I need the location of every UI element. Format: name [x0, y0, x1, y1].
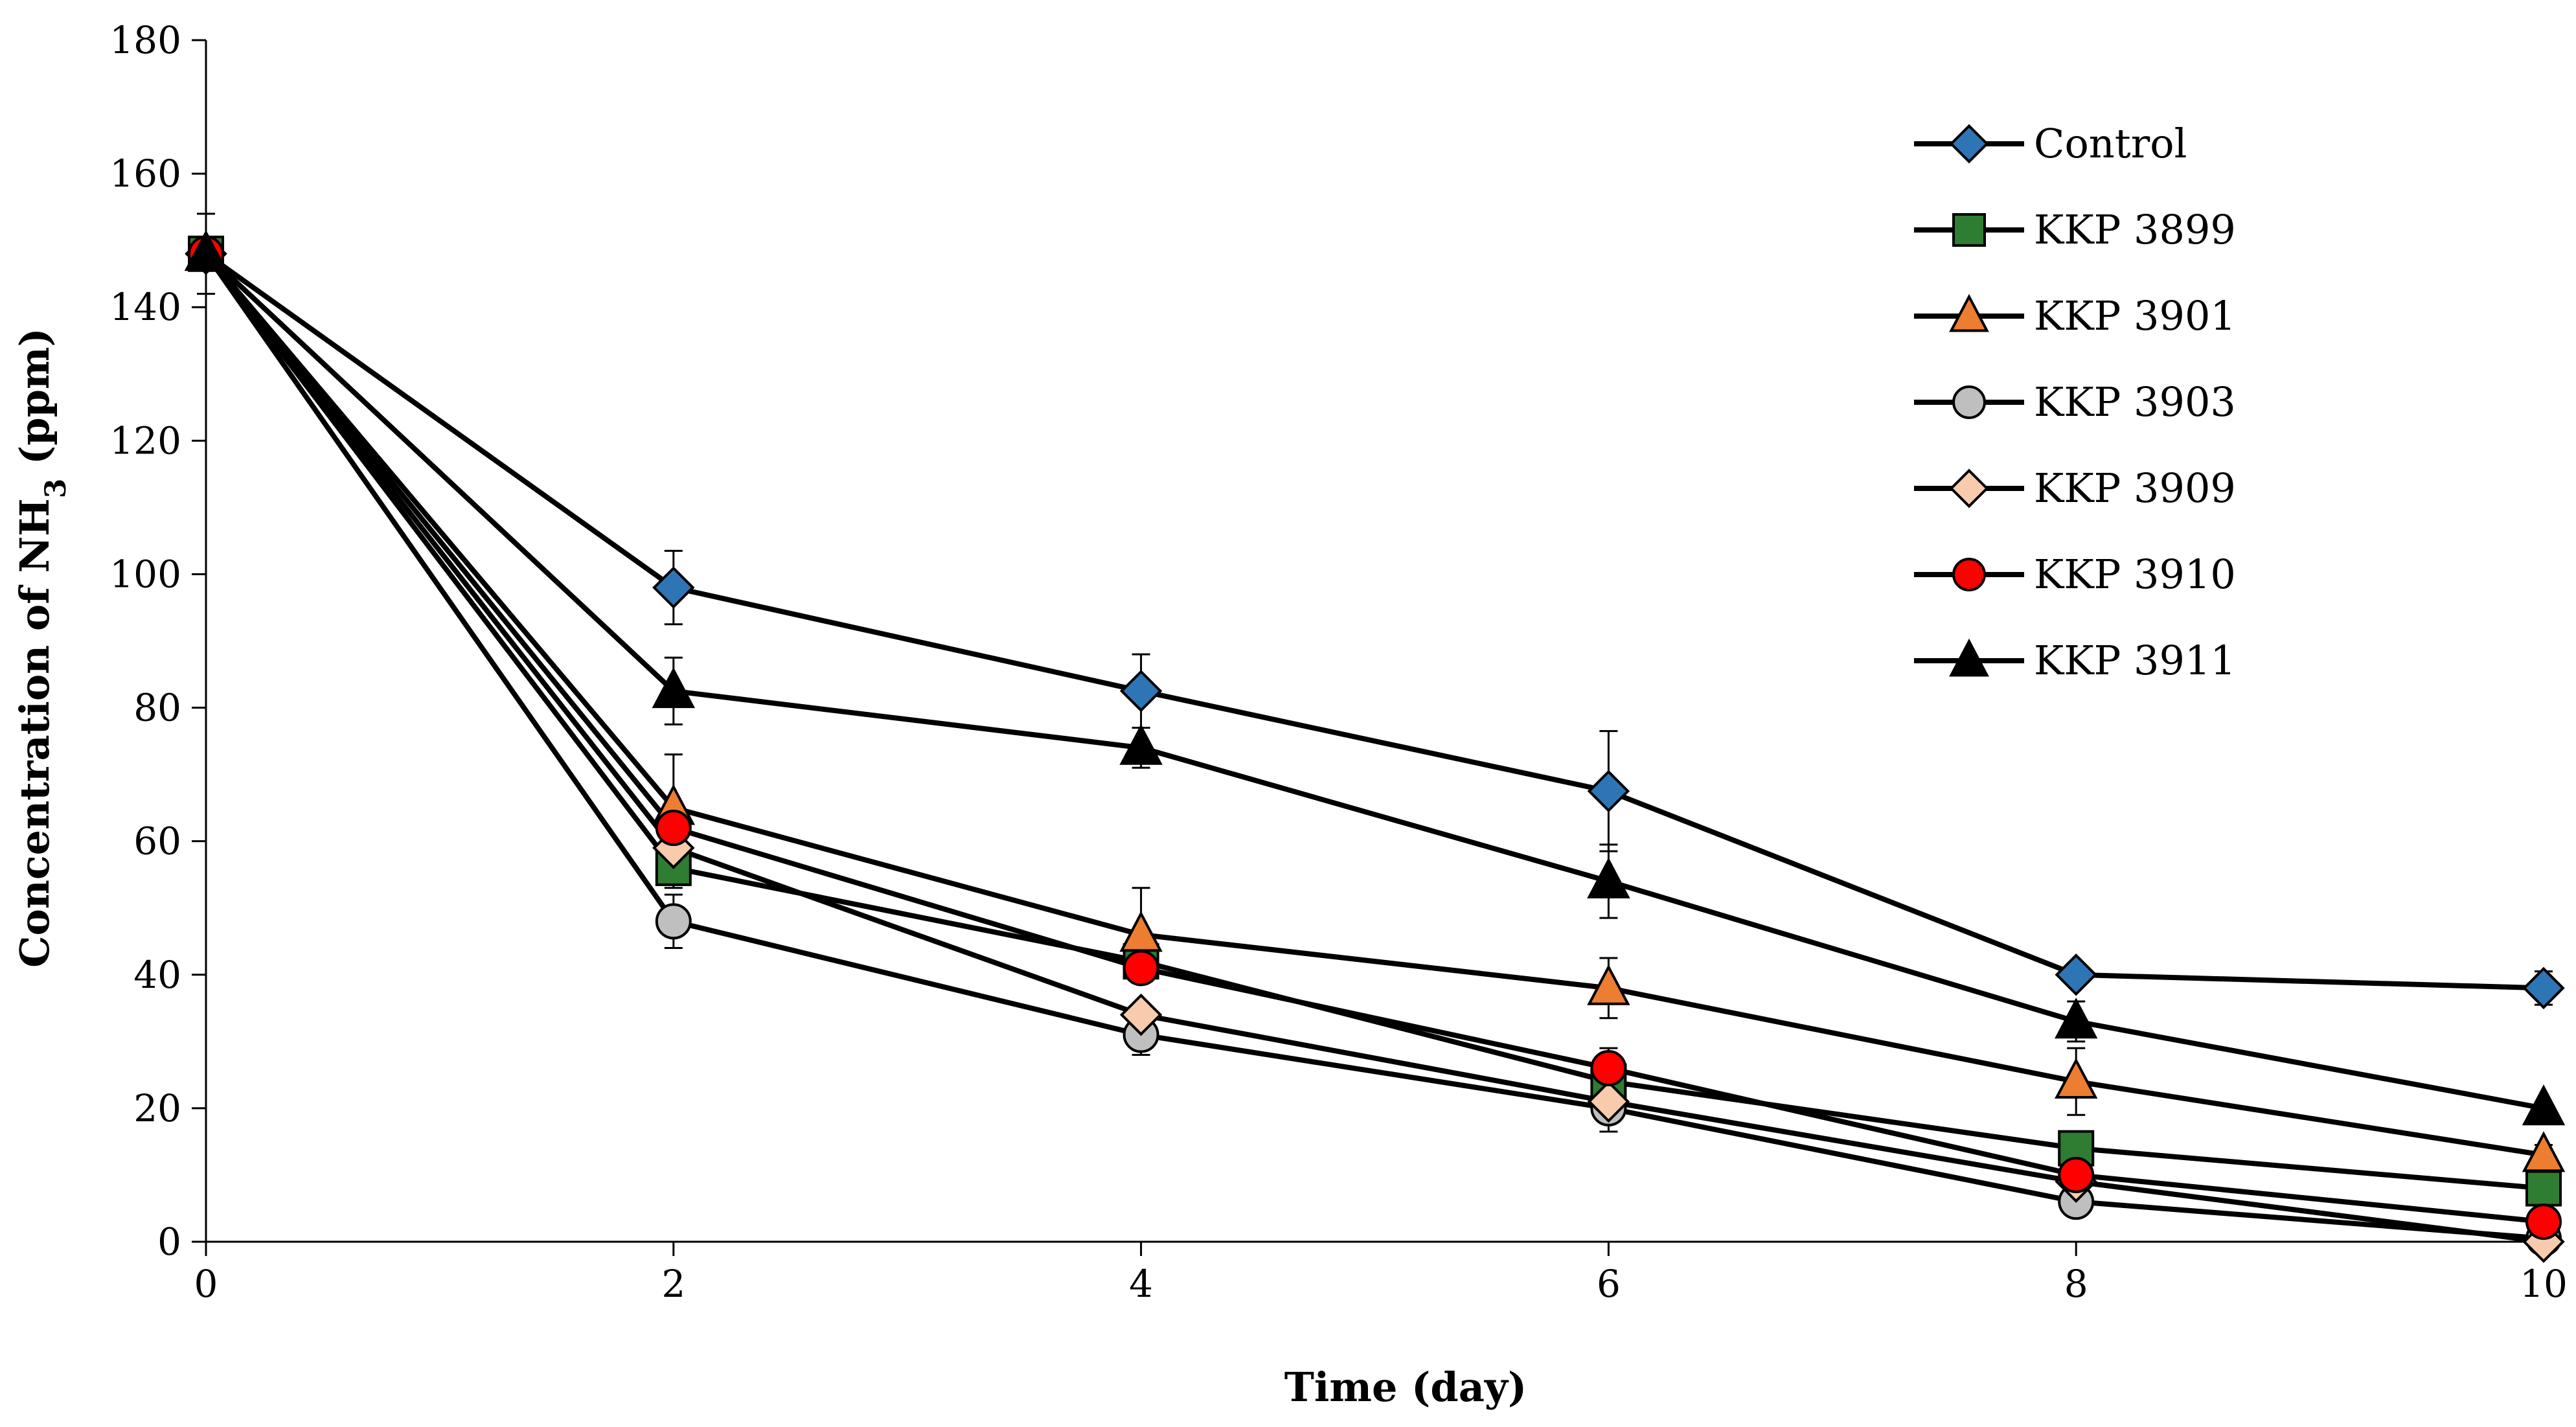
data-point-control — [2522, 966, 2565, 1010]
series-points-kkp-3911 — [184, 229, 2566, 1126]
data-point-control — [1119, 670, 1163, 713]
x-tick-label: 4 — [1129, 1262, 1153, 1306]
x-axis-title: Time (day) — [1284, 1364, 1527, 1411]
legend-item-kkp-3909: KKP 3909 — [1914, 464, 2236, 512]
x-axis-ticks: 0 2 4 6 8 10 — [194, 1242, 2568, 1306]
legend-item-kkp-3901: KKP 3901 — [1914, 292, 2236, 339]
series-line-control — [204, 251, 2544, 991]
legend-marker — [1949, 293, 1989, 332]
data-point-kkp-3903 — [655, 903, 692, 940]
y-tick-label: 120 — [109, 418, 181, 462]
legend-label: KKP 3910 — [2034, 551, 2236, 598]
data-point-kkp-3911 — [184, 229, 228, 271]
x-tick-label: 2 — [661, 1262, 685, 1306]
series-line-kkp-3910 — [203, 252, 2544, 1225]
data-point-kkp-3911 — [1587, 857, 1630, 898]
y-tick-label: 0 — [157, 1220, 181, 1264]
data-point-kkp-3910 — [655, 810, 692, 847]
data-point-kkp-3911 — [1119, 724, 1163, 765]
legend-label: KKP 3903 — [2034, 378, 2236, 426]
data-point-kkp-3899 — [2525, 1170, 2562, 1207]
data-point-kkp-3901 — [1587, 964, 1630, 1005]
legend-label: KKP 3911 — [2034, 637, 2236, 684]
data-point-kkp-3909 — [1587, 1080, 1630, 1123]
legend-marker — [1949, 124, 1989, 164]
data-point-kkp-3910 — [1123, 950, 1159, 987]
legend: Control KKP 3899 KKP 3901 KKP 3903 KKP 3909 K… — [1914, 120, 2236, 684]
legend-label: KKP 3909 — [2034, 464, 2236, 512]
legend-marker — [1949, 468, 1989, 508]
x-tick-label: 6 — [1597, 1262, 1621, 1306]
legend-marker — [1952, 213, 1986, 247]
legend-marker — [1949, 638, 1989, 677]
y-tick-label: 140 — [109, 285, 181, 329]
series-line-kkp-3901 — [203, 252, 2544, 1158]
legend-item-kkp-3899: KKP 3899 — [1914, 206, 2236, 253]
legend-item-kkp-3911: KKP 3911 — [1914, 637, 2236, 684]
legend-item-kkp-3903: KKP 3903 — [1914, 378, 2236, 426]
data-point-kkp-3910 — [2525, 1204, 2562, 1240]
series-points-kkp-3910 — [188, 235, 2562, 1240]
series-line-kkp-3911 — [204, 251, 2544, 1111]
y-tick-label: 180 — [109, 18, 181, 62]
x-tick-label: 0 — [194, 1262, 218, 1306]
y-axis-ticks: 0 20 40 60 80 100 120 140 160 180 — [109, 18, 206, 1264]
series-points-kkp-3901 — [184, 229, 2566, 1172]
series-points-control — [185, 233, 2565, 1010]
y-axis-title-subscript: 3 — [40, 479, 73, 499]
y-axis-title: Concentration of NH3 (ppm) — [11, 328, 73, 968]
y-axis-title-tail: (ppm) — [11, 328, 58, 479]
x-tick-label: 8 — [2064, 1262, 2088, 1306]
y-tick-label: 20 — [133, 1086, 181, 1130]
data-point-kkp-3911 — [2522, 1084, 2566, 1126]
data-point-kkp-3910 — [1590, 1050, 1627, 1087]
data-point-kkp-3909 — [1119, 993, 1163, 1036]
data-point-kkp-3910 — [2058, 1156, 2095, 1193]
series-layer — [184, 212, 2566, 1263]
data-point-control — [2055, 953, 2097, 996]
legend-item-kkp-3910: KKP 3910 — [1914, 551, 2236, 598]
y-tick-label: 100 — [109, 552, 181, 596]
y-tick-label: 60 — [133, 819, 181, 863]
y-axis-title-main: Concentration of NH — [11, 498, 58, 968]
data-point-kkp-3911 — [2054, 998, 2098, 1039]
series-line-kkp-3909 — [203, 252, 2544, 1244]
data-point-kkp-3901 — [2054, 1057, 2098, 1099]
data-point-kkp-3901 — [2522, 1131, 2566, 1172]
legend-label: KKP 3901 — [2034, 292, 2236, 339]
legend-marker — [1952, 385, 1986, 419]
series-line-kkp-3899 — [203, 252, 2544, 1191]
y-tick-label: 40 — [133, 953, 181, 997]
legend-label: Control — [2034, 120, 2187, 167]
legend-marker — [1952, 558, 1986, 591]
legend-label: KKP 3899 — [2034, 206, 2236, 253]
y-tick-label: 160 — [109, 152, 181, 196]
series-line-kkp-3903 — [203, 252, 2544, 1241]
x-tick-label: 10 — [2520, 1262, 2568, 1306]
y-tick-label: 80 — [133, 686, 181, 730]
data-point-control — [1587, 770, 1630, 813]
legend-item-control: Control — [1914, 120, 2187, 167]
data-point-control — [652, 566, 695, 609]
data-point-kkp-3911 — [652, 667, 696, 709]
